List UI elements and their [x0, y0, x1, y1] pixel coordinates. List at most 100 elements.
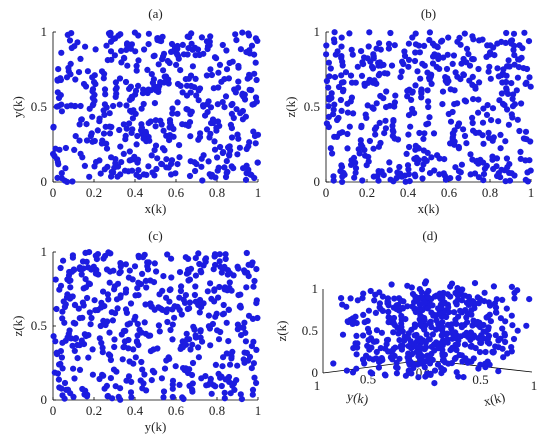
data-point	[372, 131, 379, 138]
panel-label: (c)	[148, 228, 162, 243]
data-point	[452, 299, 459, 306]
data-point	[404, 354, 411, 361]
data-point	[348, 46, 355, 53]
data-point	[122, 261, 129, 268]
data-point	[92, 307, 99, 314]
data-point	[197, 130, 204, 137]
data-point	[187, 346, 194, 353]
data-point	[109, 317, 116, 324]
data-point	[233, 37, 240, 44]
data-point	[68, 268, 76, 275]
data-point	[247, 171, 254, 178]
data-point	[366, 137, 373, 145]
data-point	[479, 119, 487, 126]
data-point	[135, 279, 142, 286]
data-point	[465, 293, 473, 300]
data-point	[183, 330, 190, 337]
data-point	[502, 178, 509, 185]
data-point	[186, 34, 193, 41]
data-point	[521, 29, 528, 36]
data-point	[108, 309, 115, 316]
data-point	[327, 65, 334, 72]
data-point	[405, 56, 413, 64]
data-point	[444, 291, 451, 298]
data-point	[475, 65, 482, 73]
data-point	[251, 374, 258, 381]
data-point	[514, 116, 521, 123]
data-point	[358, 122, 365, 129]
data-point	[344, 130, 351, 138]
data-point	[360, 311, 367, 318]
data-point	[129, 276, 136, 283]
data-point	[339, 331, 347, 338]
data-point	[241, 96, 249, 103]
scatter-points	[50, 249, 261, 403]
data-point	[465, 51, 472, 58]
data-point	[138, 127, 145, 134]
data-point	[488, 117, 495, 124]
data-point	[333, 133, 341, 140]
data-point	[214, 327, 221, 334]
y-axis-label: y(k)	[10, 96, 25, 118]
data-point	[444, 321, 452, 328]
data-point	[358, 48, 365, 55]
data-point	[406, 143, 413, 151]
data-point	[62, 165, 69, 172]
data-point	[78, 116, 85, 123]
data-point	[398, 346, 405, 353]
data-point	[476, 349, 484, 356]
data-point	[75, 69, 83, 76]
data-point	[226, 270, 233, 277]
data-point	[338, 34, 345, 41]
data-point	[207, 66, 214, 73]
data-point	[89, 113, 96, 120]
data-point	[490, 348, 497, 356]
data-point	[371, 338, 378, 345]
data-point	[477, 339, 484, 346]
data-point	[482, 360, 489, 367]
data-point	[469, 73, 476, 80]
data-point	[72, 320, 79, 327]
data-point	[342, 69, 350, 76]
data-point	[243, 49, 250, 56]
data-point	[495, 337, 502, 344]
data-point	[89, 138, 96, 145]
data-point	[136, 326, 143, 333]
data-point	[122, 289, 129, 296]
data-point	[514, 74, 522, 81]
data-point	[526, 157, 533, 164]
data-point	[231, 86, 238, 93]
data-point	[133, 67, 140, 74]
y-tick-label: 0	[416, 365, 423, 380]
data-point	[350, 110, 357, 117]
data-point	[388, 281, 395, 288]
data-point	[209, 116, 217, 123]
data-point	[186, 172, 194, 180]
data-point	[126, 85, 133, 92]
data-point	[461, 331, 468, 339]
data-point	[174, 99, 181, 106]
data-point	[96, 115, 103, 122]
data-point	[353, 351, 360, 358]
data-point	[393, 306, 400, 313]
data-point	[219, 363, 226, 370]
data-point	[397, 170, 404, 177]
data-point	[458, 297, 465, 304]
data-point	[77, 102, 84, 110]
data-point	[200, 152, 207, 159]
data-point	[393, 370, 400, 377]
data-point	[508, 80, 515, 87]
data-point	[385, 308, 392, 315]
data-point	[416, 301, 423, 308]
data-point	[251, 277, 258, 285]
data-point	[123, 102, 130, 109]
x-tick-label: 1	[255, 403, 262, 418]
data-point	[106, 279, 113, 286]
data-point	[253, 266, 260, 273]
data-point	[331, 74, 339, 81]
data-point	[503, 29, 510, 37]
data-point	[249, 391, 256, 398]
data-point	[105, 296, 112, 303]
data-point	[76, 137, 83, 144]
